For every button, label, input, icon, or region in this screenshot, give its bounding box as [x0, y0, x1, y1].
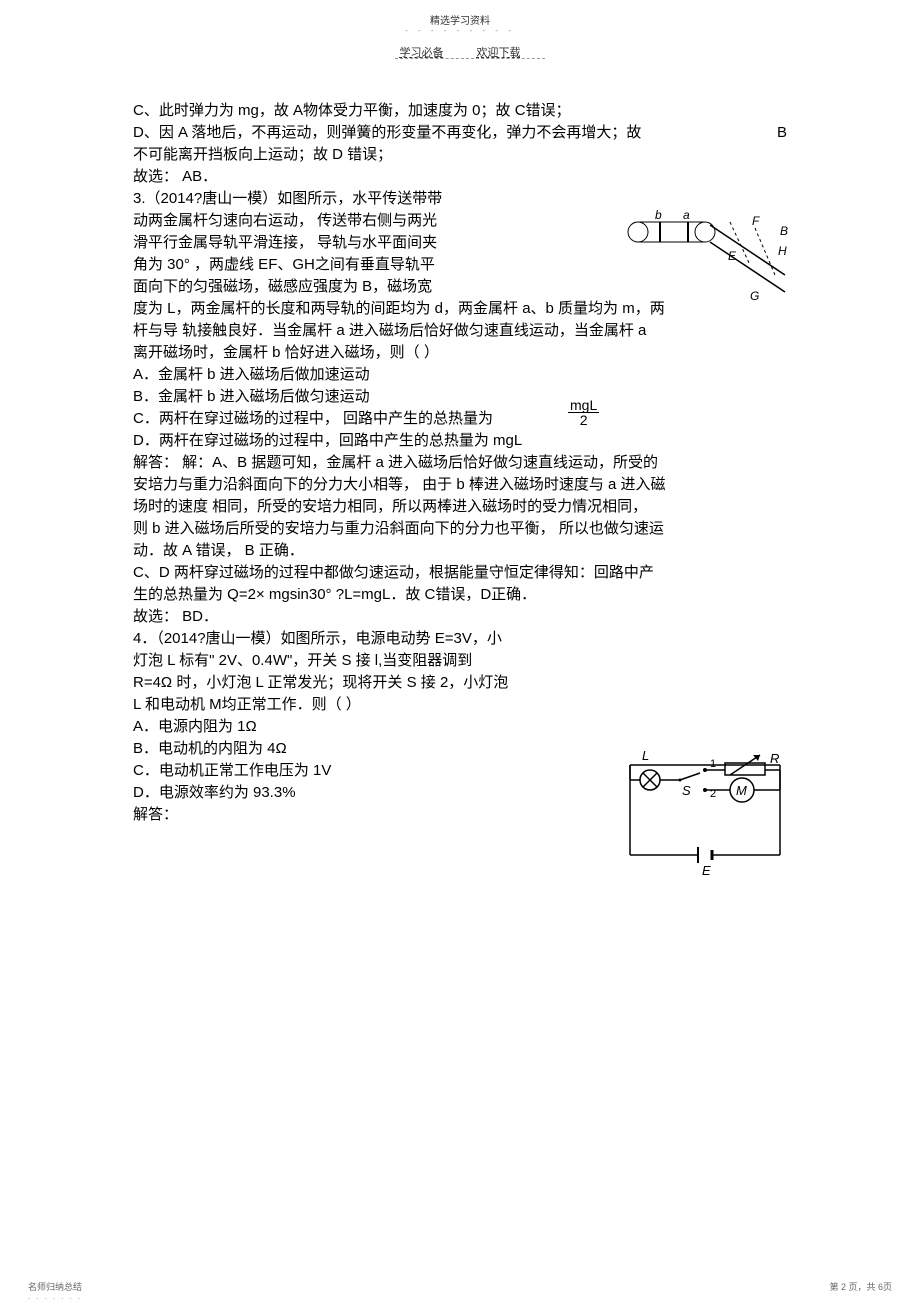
line-6: 动两金属杆匀速向右运动， 传送带右侧与两光 [133, 210, 787, 232]
line-23: 生的总热量为 Q=2× mgsin30° ?L=mgL．故 C错误，D正确． [133, 584, 787, 606]
line-28: L 和电动机 M均正常工作．则（ ） [133, 694, 787, 716]
frac-den: 2 [568, 413, 599, 427]
line-21: 动．故 A 错误， B 正确． [133, 540, 787, 562]
header-top: 精选学习资料 [0, 12, 920, 27]
diagram2-label-E: E [702, 863, 711, 878]
line-15-frac: mgL 2 [568, 400, 599, 429]
line-d-explain: D、因 A 落地后，不再运动，则弹簧的形变量不再变化，弹力不会再增大；故 B [133, 122, 787, 144]
line-14-text: B．金属杆 b 进入磁场后做匀速运动 [133, 388, 370, 405]
line-19: 场时的速度 相同，所受的安培力相同，所以两棒进入磁场时的受力情况相同， [133, 496, 787, 518]
header-dash [395, 58, 545, 59]
line-14: B．金属杆 b 进入磁场后做匀速运动 [133, 386, 787, 408]
line-9: 面向下的匀强磁场，磁感应强度为 B，磁场宽 [133, 276, 787, 298]
line-8: 角为 30° ，两虚线 EF、GH之间有垂直导轨平 [133, 254, 787, 276]
line-18: 安培力与重力沿斜面向下的分力大小相等， 由于 b 棒进入磁场时速度与 a 进入磁 [133, 474, 787, 496]
line-26: 灯泡 L 标有" 2V、0.4W"，开关 S 接 l,当变阻器调到 [133, 650, 787, 672]
line-12: 离开磁场时，金属杆 b 恰好进入磁场，则（ ） [133, 342, 787, 364]
line-31: C．电动机正常工作电压为 1V [133, 760, 787, 782]
line-24: 故选： BD． [133, 606, 787, 628]
line-15: C．两杆在穿过磁场的过程中， 回路中产生的总热量为 mgL 2 [133, 408, 787, 430]
line-25: 4．（2014?唐山一模）如图所示，电源电动势 E=3V，小 [133, 628, 787, 650]
line-4: 故选： AB． [133, 166, 787, 188]
line-10: 度为 L，两金属杆的长度和两导轨的间距均为 d，两金属杆 a、b 质量均为 m，… [133, 298, 787, 320]
line-16: D．两杆在穿过磁场的过程中，回路中产生的总热量为 mgL [133, 430, 787, 452]
line-d-right: B [777, 122, 787, 144]
line-c-explain: C、此时弹力为 mg，故 A物体受力平衡，加速度为 0；故 C错误； [133, 100, 787, 122]
line-11: 杆与导 轨接触良好．当金属杆 a 进入磁场后恰好做匀速直线运动，当金属杆 a [133, 320, 787, 342]
line-5: 3.（2014?唐山一模）如图所示，水平传送带带 [133, 188, 787, 210]
line-13: A．金属杆 b 进入磁场后做加速运动 [133, 364, 787, 386]
line-30: B．电动机的内阻为 4Ω [133, 738, 787, 760]
line-3: 不可能离开挡板向上运动；故 D 错误； [133, 144, 787, 166]
footer-right: 第 2 页，共 6页 [829, 1280, 892, 1293]
page: 精选学习资料 - - - - - - - - - 学习必备 欢迎下载 b a E… [0, 0, 920, 1303]
line-d-left: D、因 A 落地后，不再运动，则弹簧的形变量不再变化，弹力不会再增大；故 [133, 124, 641, 141]
footer-left: 名师归纳总结 [28, 1280, 82, 1293]
line-17: 解答： 解：A、B 据题可知，金属杆 a 进入磁场后恰好做匀速直线运动，所受的 [133, 452, 787, 474]
header-dots: - - - - - - - - - [0, 26, 920, 35]
line-20: 则 b 进入磁场后所受的安培力与重力沿斜面向下的分力也平衡， 所以也做匀速运 [133, 518, 787, 540]
line-33: 解答： [133, 804, 787, 826]
line-29: A．电源内阻为 1Ω [133, 716, 787, 738]
line-32: D．电源效率约为 93.3% [133, 782, 787, 804]
line-7: 滑平行金属导轨平滑连接， 导轨与水平面间夹 [133, 232, 787, 254]
frac-num: mgL [568, 398, 599, 413]
line-15-left: C．两杆在穿过磁场的过程中， 回路中产生的总热量为 [133, 410, 493, 427]
line-22: C、D 两杆穿过磁场的过程中都做匀速运动，根据能量守恒定律得知：回路中产 [133, 562, 787, 584]
line-27: R=4Ω 时，小灯泡 L 正常发光；现将开关 S 接 2，小灯泡 [133, 672, 787, 694]
footer-dots: - - - - - - - [28, 1296, 82, 1303]
content: C、此时弹力为 mg，故 A物体受力平衡，加速度为 0；故 C错误； D、因 A… [133, 100, 787, 826]
